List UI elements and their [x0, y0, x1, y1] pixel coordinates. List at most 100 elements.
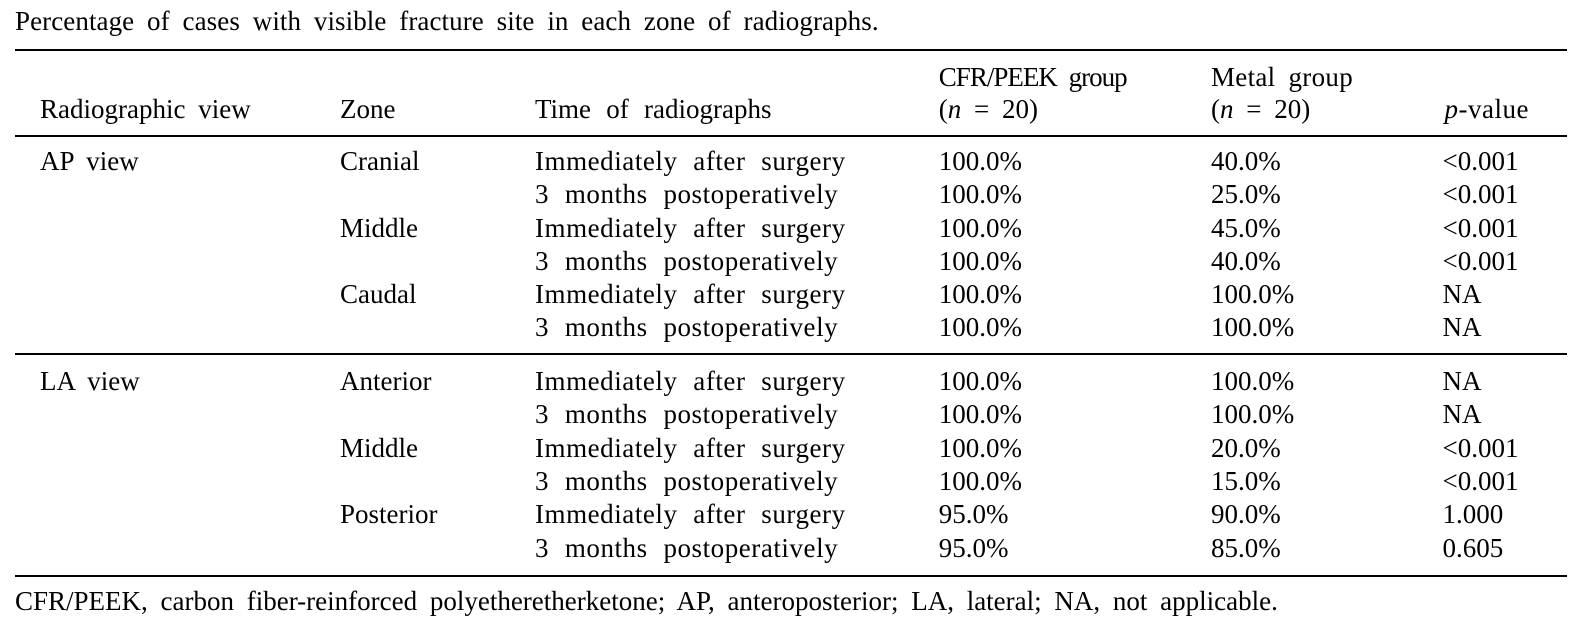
cell-time: 3 months postoperatively [535, 312, 839, 343]
cell-zone [340, 532, 535, 576]
cell-cfr-peek: 100.0% [938, 212, 1023, 243]
table-row: Middle Immediately after surgery 100.0% … [15, 432, 1567, 465]
header-time: Time of radiographs [535, 49, 939, 138]
cell-time: 3 months postoperatively [535, 532, 839, 563]
cell-cfr-peek: 100.0% [938, 145, 1023, 176]
cell-view [15, 278, 340, 311]
table-row: 3 months postoperatively 100.0% 100.0% N… [15, 311, 1567, 354]
cell-metal: 20.0% [1210, 432, 1281, 463]
cell-view [15, 498, 340, 531]
italic-n: n [947, 93, 962, 124]
italic-p: p [1444, 93, 1459, 124]
cell-time: 3 months postoperatively [535, 179, 839, 210]
table-row: Middle Immediately after surgery 100.0% … [15, 212, 1567, 245]
cell-zone: Middle [340, 212, 418, 243]
cell-cfr-peek: 100.0% [938, 179, 1023, 210]
table-caption: Percentage of cases with visible fractur… [15, 5, 879, 36]
cell-time: Immediately after surgery [535, 279, 846, 310]
cell-p-value: <0.001 [1442, 432, 1519, 463]
cell-view [15, 465, 340, 498]
cell-zone [340, 311, 535, 354]
cell-p-value: <0.001 [1442, 245, 1519, 276]
header-zone: Zone [340, 49, 535, 138]
header-metal-group: Metal group (n = 20) [1210, 49, 1443, 138]
cell-p-value: NA [1442, 312, 1482, 343]
cell-zone [340, 245, 535, 278]
cell-p-value: NA [1442, 399, 1482, 430]
cell-cfr-peek: 100.0% [938, 279, 1023, 310]
cell-cfr-peek: 95.0% [938, 499, 1009, 530]
header-group-rest: = 20) [961, 93, 1039, 124]
cell-p-value: NA [1442, 279, 1482, 310]
italic-n: n [1219, 93, 1234, 124]
cell-cfr-peek: 100.0% [938, 466, 1023, 497]
cell-metal: 25.0% [1210, 179, 1281, 210]
cell-metal: 100.0% [1210, 279, 1295, 310]
cell-view: AP view [40, 145, 139, 176]
cell-metal: 40.0% [1210, 145, 1281, 176]
table-row: 3 months postoperatively 100.0% 40.0% <0… [15, 245, 1567, 278]
table-row: AP view Cranial Immediately after surger… [15, 136, 1567, 178]
cell-view [15, 432, 340, 465]
data-table: Radiographic view Zone Time of radiograp… [15, 48, 1567, 577]
cell-view [15, 311, 340, 354]
header-radiographic-view: Radiographic view [15, 49, 340, 138]
cell-metal: 90.0% [1210, 499, 1281, 530]
cell-metal: 100.0% [1210, 399, 1295, 430]
cell-metal: 40.0% [1210, 245, 1281, 276]
cell-time: Immediately after surgery [535, 212, 846, 243]
cell-p-value: <0.001 [1442, 212, 1519, 243]
cell-p-value: 1.000 [1442, 499, 1504, 530]
cell-metal: 45.0% [1210, 212, 1281, 243]
header-group-rest: = 20) [1233, 93, 1311, 124]
header-p-value: p-value [1442, 49, 1567, 138]
cell-metal: 100.0% [1210, 312, 1295, 343]
cell-zone [340, 465, 535, 498]
header-cfr-peek-group: CFR/PEEK group (n = 20) [938, 49, 1211, 138]
header-group-line1: Metal group [1210, 62, 1354, 93]
table-row: 3 months postoperatively 100.0% 25.0% <0… [15, 178, 1567, 211]
cell-p-value: <0.001 [1442, 145, 1519, 176]
cell-time: 3 months postoperatively [535, 245, 839, 276]
table-row: Caudal Immediately after surgery 100.0% … [15, 278, 1567, 311]
cell-zone: Middle [340, 432, 418, 463]
cell-p-value: 0.605 [1442, 532, 1504, 563]
header-pvalue-rest: -value [1458, 93, 1529, 124]
cell-p-value: <0.001 [1442, 179, 1519, 210]
cell-p-value: NA [1442, 353, 1567, 399]
cell-cfr-peek: 100.0% [938, 353, 1211, 399]
cell-cfr-peek: 100.0% [938, 312, 1023, 343]
cell-view [15, 178, 340, 211]
table-row: Posterior Immediately after surgery 95.0… [15, 498, 1567, 531]
cell-view [15, 212, 340, 245]
table-footnote: CFR/PEEK, carbon fiber-reinforced polyet… [15, 586, 1278, 617]
table-section-la-view: LA view Anterior Immediately after surge… [15, 353, 1567, 576]
cell-cfr-peek: 100.0% [938, 432, 1023, 463]
cell-metal: 15.0% [1210, 466, 1281, 497]
header-group-paren: ( [1210, 93, 1220, 124]
header-group-line1: CFR/PEEK group [938, 62, 1128, 93]
cell-p-value: <0.001 [1442, 466, 1519, 497]
cell-zone: Posterior [340, 499, 438, 530]
cell-view [15, 532, 340, 576]
cell-cfr-peek: 100.0% [938, 399, 1023, 430]
table-row: 3 months postoperatively 100.0% 15.0% <0… [15, 465, 1567, 498]
cell-zone: Anterior [340, 353, 535, 399]
table-container: Radiographic view Zone Time of radiograp… [15, 48, 1567, 577]
cell-metal: 100.0% [1210, 353, 1443, 399]
header-group-paren: ( [938, 93, 948, 124]
cell-zone [340, 398, 535, 431]
cell-time: 3 months postoperatively [535, 399, 839, 430]
table-row: 3 months postoperatively 100.0% 100.0% N… [15, 398, 1567, 431]
cell-view [15, 398, 340, 431]
cell-zone: Cranial [340, 145, 420, 176]
cell-cfr-peek: 100.0% [938, 245, 1023, 276]
cell-zone [340, 178, 535, 211]
table-header: Radiographic view Zone Time of radiograp… [15, 49, 1567, 138]
header-row: Radiographic view Zone Time of radiograp… [15, 49, 1567, 138]
cell-time: 3 months postoperatively [535, 466, 839, 497]
cell-metal: 85.0% [1210, 532, 1281, 563]
cell-view: LA view [15, 353, 340, 399]
cell-time: Immediately after surgery [535, 432, 846, 463]
